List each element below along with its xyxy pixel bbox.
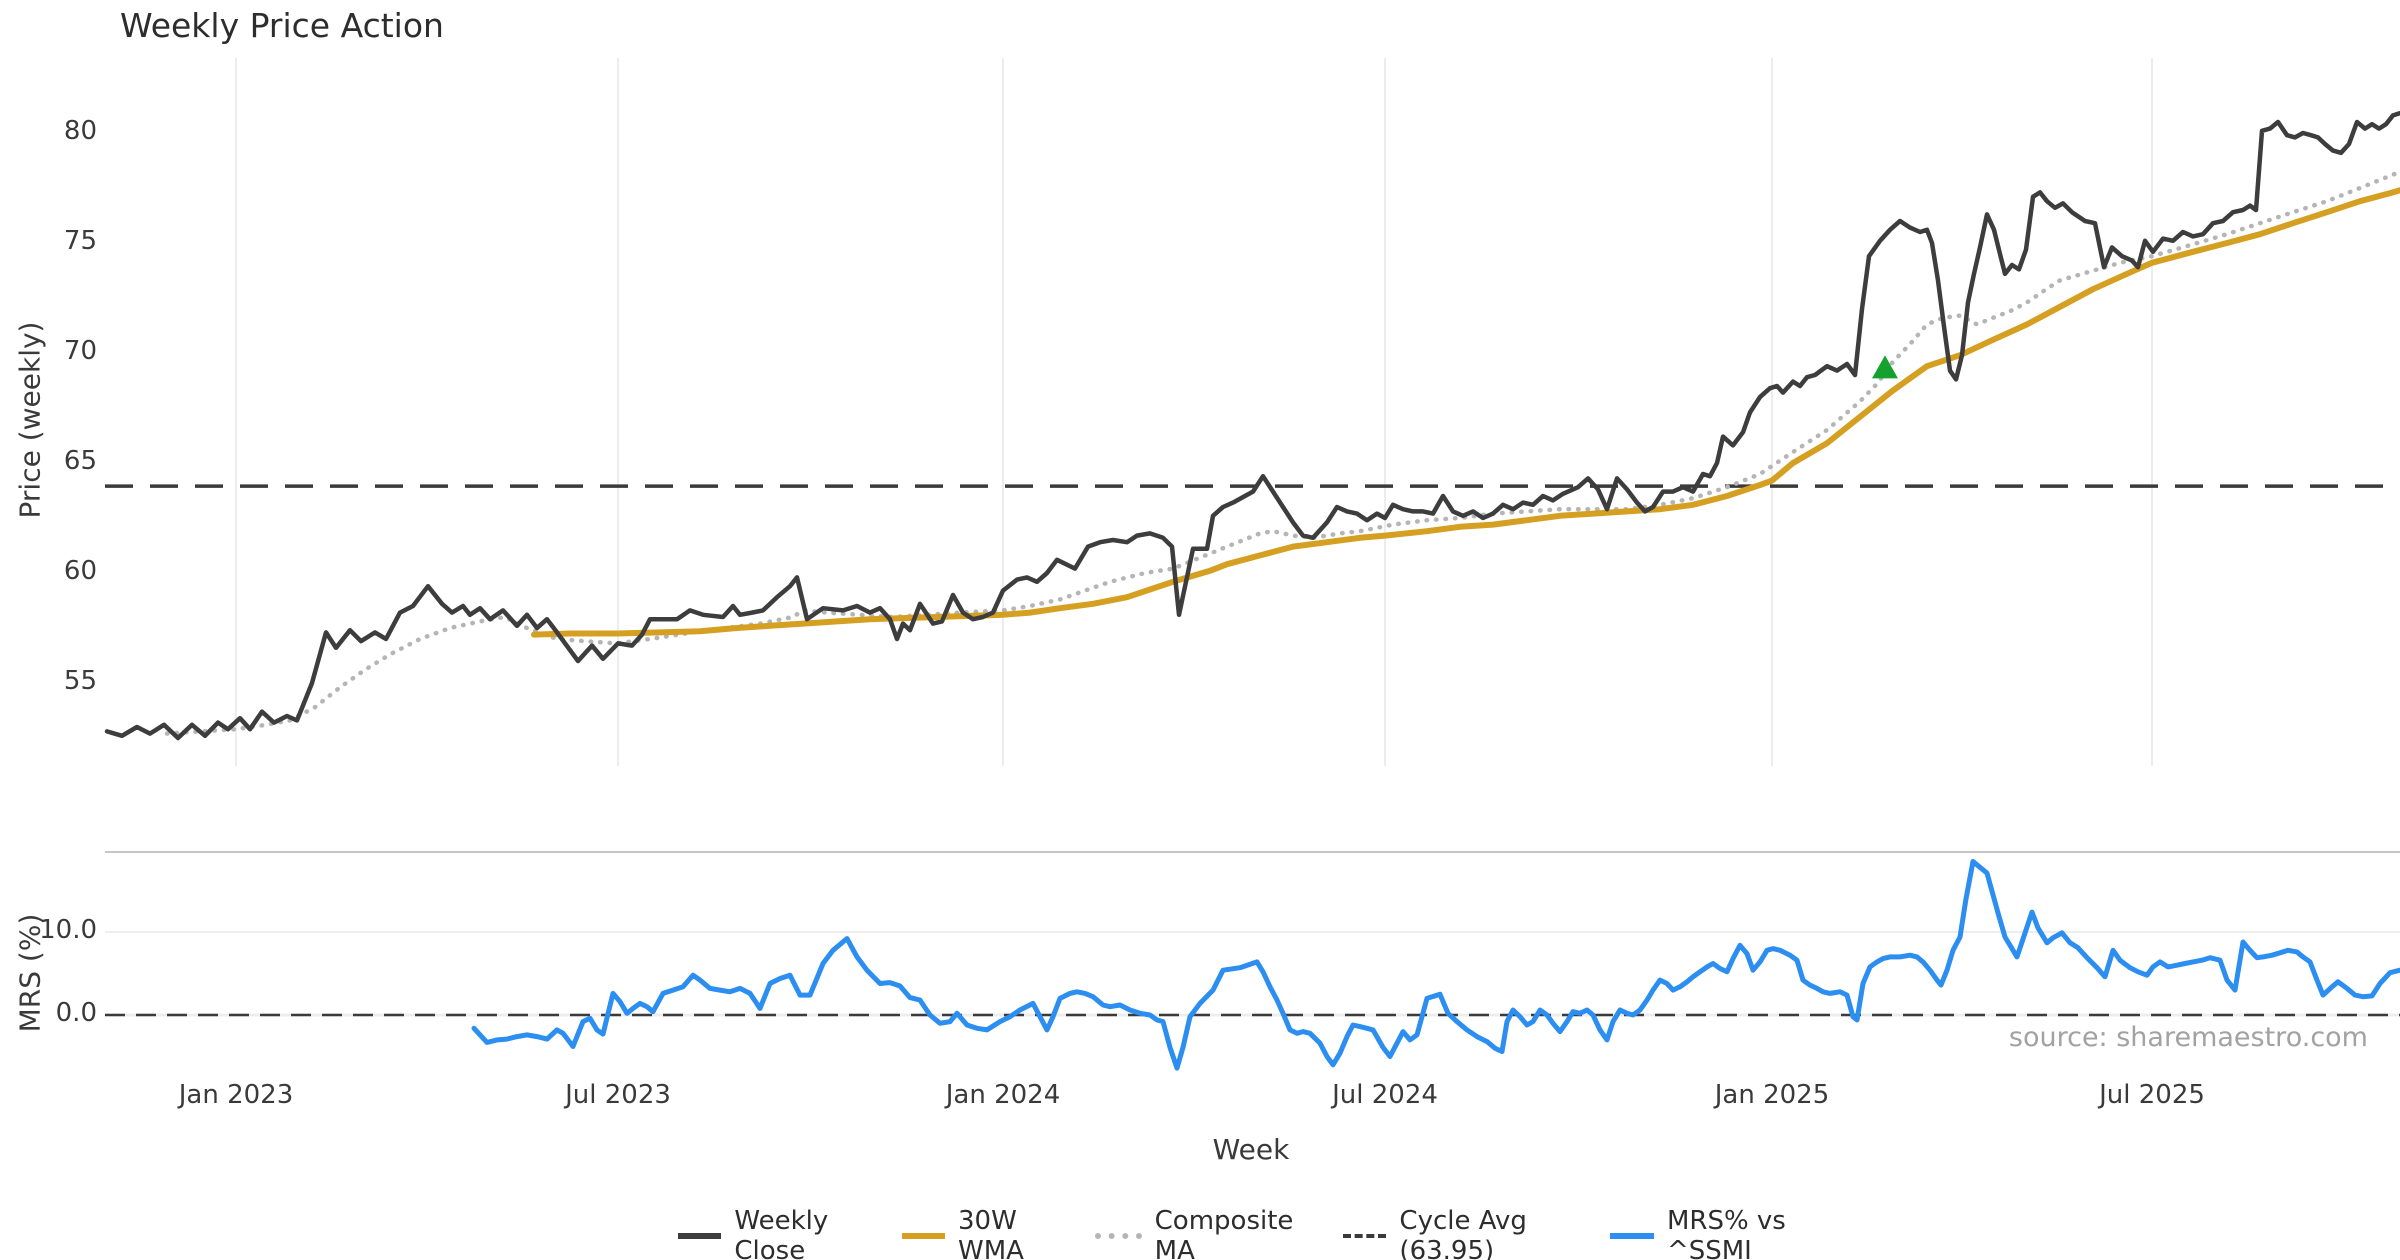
chart-title: Weekly Price Action (120, 6, 444, 45)
legend: Weekly Close 30W WMA Composite MA Cycle Avg… (678, 1206, 1826, 1260)
legend-item: 30W WMA (901, 1206, 1057, 1260)
legend-swatch-solid-icon (678, 1233, 722, 1239)
x-tick-label: Jan 2024 (945, 1080, 1061, 1110)
legend-label: Composite MA (1154, 1206, 1294, 1260)
x-axis-label: Week (1212, 1133, 1290, 1166)
price-ytick-label: 55 (63, 666, 97, 696)
legend-swatch-solid-icon (1610, 1233, 1654, 1239)
source-note: source: sharemaestro.com (2008, 1022, 2368, 1053)
mrs-ytick-label: 0.0 (55, 998, 97, 1028)
buy-signal-triangle-icon (1872, 355, 1898, 379)
legend-swatch-dotted-icon (1095, 1233, 1142, 1239)
legend-label: MRS% vs ^SSMI (1666, 1206, 1786, 1260)
legend-item: MRS% vs ^SSMI (1610, 1206, 1826, 1260)
x-tick-label: Jan 2025 (1714, 1080, 1830, 1110)
mrs-ytick-label: 10.0 (39, 915, 97, 945)
price-ytick-label: 75 (63, 226, 97, 256)
composite-ma-line (164, 170, 2400, 736)
legend-swatch-dashed-icon (1342, 1234, 1387, 1238)
legend-label: 30W WMA (958, 1206, 1024, 1260)
price-ytick-label: 80 (63, 116, 97, 146)
legend-swatch-solid-icon (901, 1233, 945, 1239)
price-ytick-label: 70 (63, 336, 97, 366)
x-tick-label: Jul 2024 (1332, 1080, 1438, 1110)
price-ytick-label: 60 (63, 556, 97, 586)
weekly-close-line (104, 110, 2400, 741)
legend-item: Weekly Close (678, 1206, 864, 1260)
legend-item: Cycle Avg (63.95) (1342, 1206, 1573, 1260)
x-tick-label: Jan 2023 (178, 1080, 294, 1110)
price-ytick-label: 65 (63, 446, 97, 476)
legend-label: Weekly Close (734, 1206, 829, 1260)
mrs-line (471, 859, 2400, 1071)
x-tick-label: Jul 2023 (565, 1080, 671, 1110)
legend-item: Composite MA (1095, 1206, 1305, 1260)
legend-label: Cycle Avg (63.95) (1399, 1206, 1527, 1260)
x-tick-label: Jul 2025 (2099, 1080, 2205, 1110)
